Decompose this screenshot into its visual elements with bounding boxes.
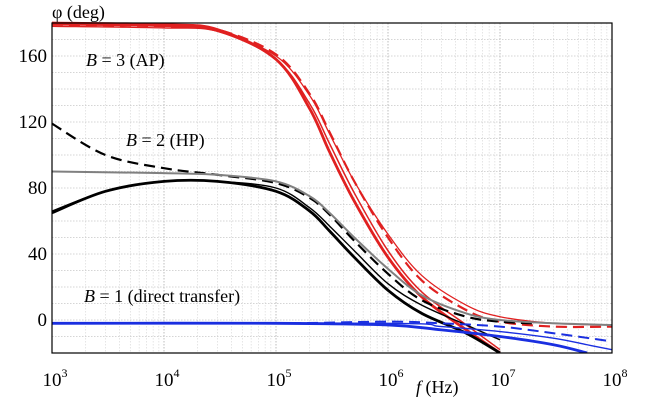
annotation-ap-text: = 3 (AP)	[97, 50, 165, 71]
series-line-dt-10	[52, 320, 612, 343]
series-line-ap-3	[52, 25, 612, 326]
x-tick-label: 105	[267, 366, 292, 391]
y-tick-label: 160	[19, 46, 48, 67]
annotation-ap: B = 3 (AP)	[86, 50, 165, 71]
series-line-hp-7	[52, 170, 612, 326]
annotation-dt-text: = 1 (direct transfer)	[95, 286, 240, 307]
annotation-ap-symbol: B	[86, 50, 97, 70]
y-tick-labels: 0 40 80 120 160	[19, 46, 48, 331]
y-tick-label: 80	[28, 178, 47, 199]
series-line-hp-5	[52, 179, 501, 341]
annotation-dt-symbol: B	[84, 286, 95, 306]
x-tick-label: 107	[491, 366, 516, 391]
x-tick-labels: 103 104 105 106 107 108	[43, 366, 628, 391]
annotation-hp-symbol: B	[126, 130, 137, 150]
series-layer	[52, 21, 612, 353]
annotation-hp: B = 2 (HP)	[126, 130, 205, 151]
plot-frame	[51, 22, 613, 354]
x-axis-label-symbol: f	[416, 377, 424, 397]
x-axis-label-unit: (Hz)	[421, 377, 458, 398]
y-tick-label: 40	[28, 244, 47, 265]
annotation-hp-text: = 2 (HP)	[137, 130, 205, 151]
x-tick-label: 103	[43, 366, 68, 391]
series-line-hp-6	[52, 122, 534, 325]
x-tick-label: 106	[379, 366, 404, 391]
y-axis-label: φ (deg)	[52, 2, 105, 23]
x-axis-label: f (Hz)	[416, 377, 459, 398]
x-tick-label: 104	[155, 366, 180, 391]
y-tick-label: 0	[38, 310, 48, 331]
x-tick-label: 108	[603, 366, 628, 391]
y-tick-label: 120	[19, 112, 48, 133]
annotation-direct-transfer: B = 1 (direct transfer)	[84, 286, 240, 307]
